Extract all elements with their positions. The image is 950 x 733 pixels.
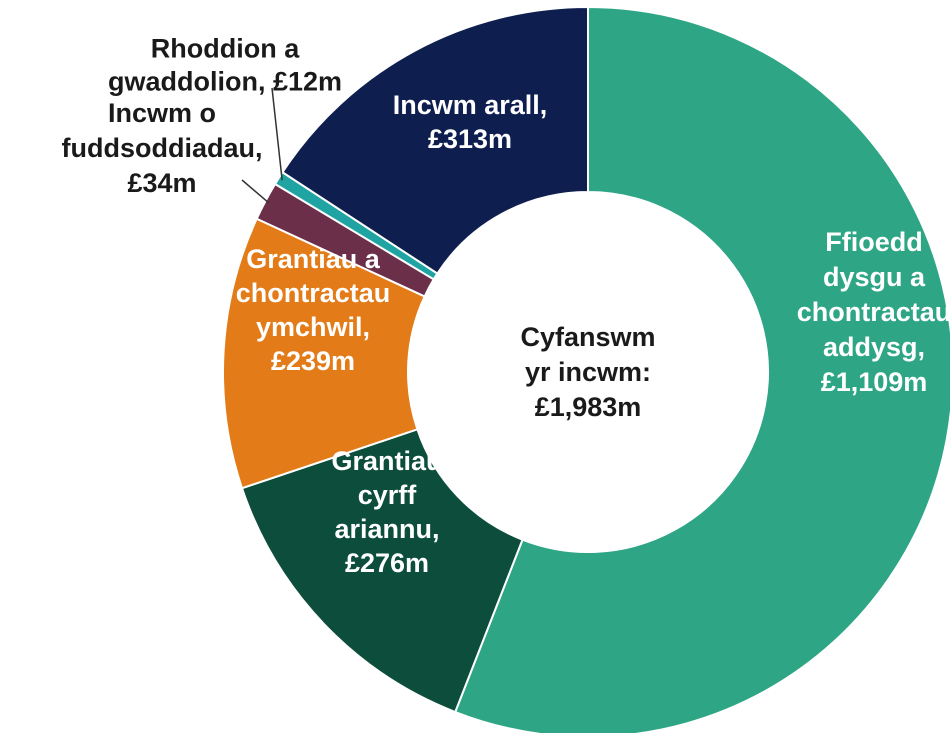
slice-label-0: Ffioedd dysgu a chontractau addysg, £1,109m [797,227,950,397]
slice-label-2: Grantiau a chontractau ymchwil, £239m [236,244,391,376]
donut-slice-0 [453,5,950,733]
slice-label-4: Rhoddion a gwaddolion, £12m [108,34,342,97]
donut-slice-5 [281,5,589,275]
center-total-label: Cyfanswm yr incwm: £1,983m [520,322,655,422]
donut-slice-1 [240,428,524,714]
slice-label-1: Grantiau cyrff ariannu, £276m [331,446,442,578]
leader-line-4 [271,87,283,181]
leader-line-3 [241,179,270,204]
donut-slice-2 [222,217,426,490]
slice-label-3: Incwm o fuddsoddiadau, £34m [62,98,263,198]
slice-label-5: Incwm arall, £313m [393,90,548,154]
